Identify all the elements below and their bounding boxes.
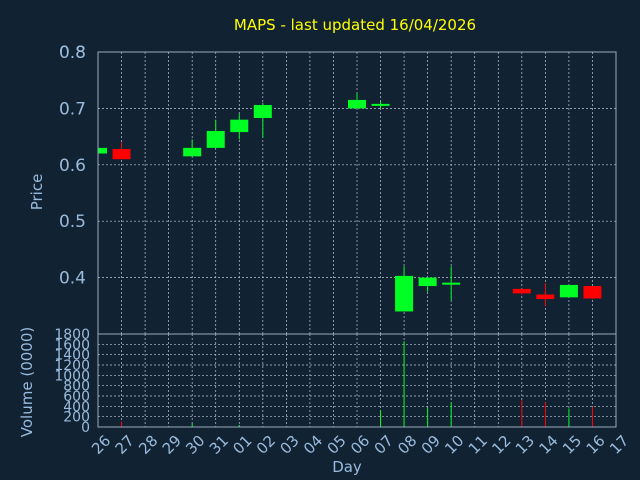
price-panel: 0.40.50.60.70.80.40.50.60.70.8 xyxy=(0,43,617,335)
volume-tick-label: 1200 xyxy=(54,358,90,374)
x-tick-label: 29 xyxy=(159,432,185,458)
price-tick-label: 0.7 xyxy=(59,99,86,119)
x-tick-label: 06 xyxy=(347,432,373,458)
x-tick-label: 08 xyxy=(394,432,420,458)
candle-body xyxy=(253,105,272,118)
candle-body xyxy=(230,119,249,133)
x-tick-label: 31 xyxy=(206,432,232,458)
volume-tick-label: 800 xyxy=(63,379,90,395)
x-tick-label: 15 xyxy=(559,432,585,458)
candle-body xyxy=(183,147,202,157)
x-tick-label: 01 xyxy=(229,432,255,458)
candle-body xyxy=(536,294,555,300)
volume-tick-label: 600 xyxy=(63,389,90,405)
x-tick-label: 27 xyxy=(112,432,138,458)
x-tick-label: 26 xyxy=(88,432,114,458)
x-tick-label: 04 xyxy=(300,432,326,458)
x-axis: 2627282930310102030405060708091011121314… xyxy=(88,432,632,458)
x-tick-label: 16 xyxy=(583,432,609,458)
candle-body xyxy=(583,286,602,299)
price-axis-label: Price xyxy=(28,174,46,211)
volume-tick-label: 400 xyxy=(63,399,90,415)
price-tick-label: 0.6 xyxy=(59,156,86,176)
volume-tick-label: 1000 xyxy=(54,368,90,384)
volume-tick-label: 200 xyxy=(63,410,90,426)
x-tick-label: 09 xyxy=(418,432,444,458)
x-tick-label: 12 xyxy=(488,432,514,458)
candle-body xyxy=(112,149,131,160)
x-tick-label: 13 xyxy=(512,432,538,458)
x-tick-label: 07 xyxy=(371,432,397,458)
plot-left-mask xyxy=(0,52,98,334)
price-tick-label: 0.4 xyxy=(59,269,86,289)
x-tick-label: 02 xyxy=(253,432,279,458)
candle-body xyxy=(395,275,414,312)
x-tick-label: 10 xyxy=(441,432,467,458)
volume-axis-label: Volume (0000) xyxy=(18,327,36,437)
candle-body xyxy=(418,277,437,287)
x-tick-label: 03 xyxy=(276,432,302,458)
x-tick-label: 05 xyxy=(324,432,350,458)
volume-tick-label: 1600 xyxy=(54,337,90,353)
candle-body xyxy=(442,282,461,285)
candle-body xyxy=(559,284,578,298)
x-tick-label: 11 xyxy=(465,432,491,458)
candle-body xyxy=(206,130,225,148)
x-tick-label: 17 xyxy=(606,432,632,458)
x-tick-label: 28 xyxy=(135,432,161,458)
x-tick-label: 30 xyxy=(182,432,208,458)
candle-body xyxy=(371,103,390,106)
candle-body xyxy=(348,99,366,109)
price-tick-label: 0.8 xyxy=(59,43,86,63)
volume-frame xyxy=(97,333,617,428)
x-tick-label: 14 xyxy=(535,432,561,458)
volume-tick-label: 1400 xyxy=(54,348,90,364)
volume-tick-label: 1800 xyxy=(54,327,90,343)
volume-tick-label: 0 xyxy=(81,420,90,436)
candle-body xyxy=(512,288,531,294)
chart-title: MAPS - last updated 16/04/2026 xyxy=(234,16,476,34)
price-tick-label: 0.5 xyxy=(59,212,86,232)
x-axis-label: Day xyxy=(332,458,362,476)
